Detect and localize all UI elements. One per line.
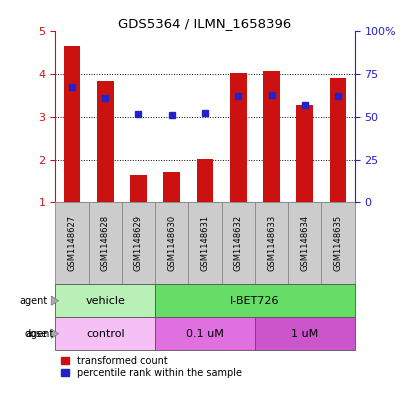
Text: vehicle: vehicle	[85, 296, 125, 306]
Bar	[229, 73, 246, 202]
Bar	[97, 81, 113, 202]
FancyBboxPatch shape	[155, 202, 188, 284]
Bar	[263, 71, 279, 202]
Text: GSM1148630: GSM1148630	[167, 215, 176, 271]
Title: GDS5364 / ILMN_1658396: GDS5364 / ILMN_1658396	[118, 17, 291, 30]
Text: GSM1148632: GSM1148632	[233, 215, 242, 271]
Text: GSM1148634: GSM1148634	[299, 215, 308, 271]
FancyBboxPatch shape	[155, 317, 254, 350]
Bar	[130, 174, 146, 202]
Text: agent: agent	[19, 296, 47, 306]
Bar	[196, 159, 213, 202]
FancyBboxPatch shape	[288, 202, 321, 284]
FancyBboxPatch shape	[88, 202, 121, 284]
Text: GSM1148629: GSM1148629	[134, 215, 143, 271]
FancyBboxPatch shape	[254, 202, 288, 284]
Bar	[296, 105, 312, 202]
FancyBboxPatch shape	[55, 284, 155, 317]
Bar	[163, 172, 180, 202]
Text: GSM1148627: GSM1148627	[67, 215, 76, 271]
Text: GSM1148631: GSM1148631	[200, 215, 209, 271]
FancyBboxPatch shape	[121, 202, 155, 284]
FancyBboxPatch shape	[221, 202, 254, 284]
Bar	[63, 46, 80, 202]
Text: GSM1148635: GSM1148635	[333, 215, 342, 271]
FancyBboxPatch shape	[155, 284, 354, 317]
Text: control: control	[86, 329, 124, 339]
FancyBboxPatch shape	[321, 202, 354, 284]
Bar	[329, 78, 346, 202]
Text: 1 uM: 1 uM	[290, 329, 318, 339]
FancyBboxPatch shape	[254, 317, 354, 350]
Text: agent: agent	[25, 329, 53, 339]
Text: GSM1148633: GSM1148633	[266, 215, 275, 272]
Text: dose: dose	[24, 329, 47, 339]
Legend: transformed count, percentile rank within the sample: transformed count, percentile rank withi…	[57, 352, 245, 382]
FancyBboxPatch shape	[55, 317, 155, 350]
Text: GSM1148628: GSM1148628	[101, 215, 110, 271]
FancyBboxPatch shape	[188, 202, 221, 284]
Text: 0.1 uM: 0.1 uM	[186, 329, 223, 339]
FancyBboxPatch shape	[55, 202, 88, 284]
Text: I-BET726: I-BET726	[229, 296, 279, 306]
